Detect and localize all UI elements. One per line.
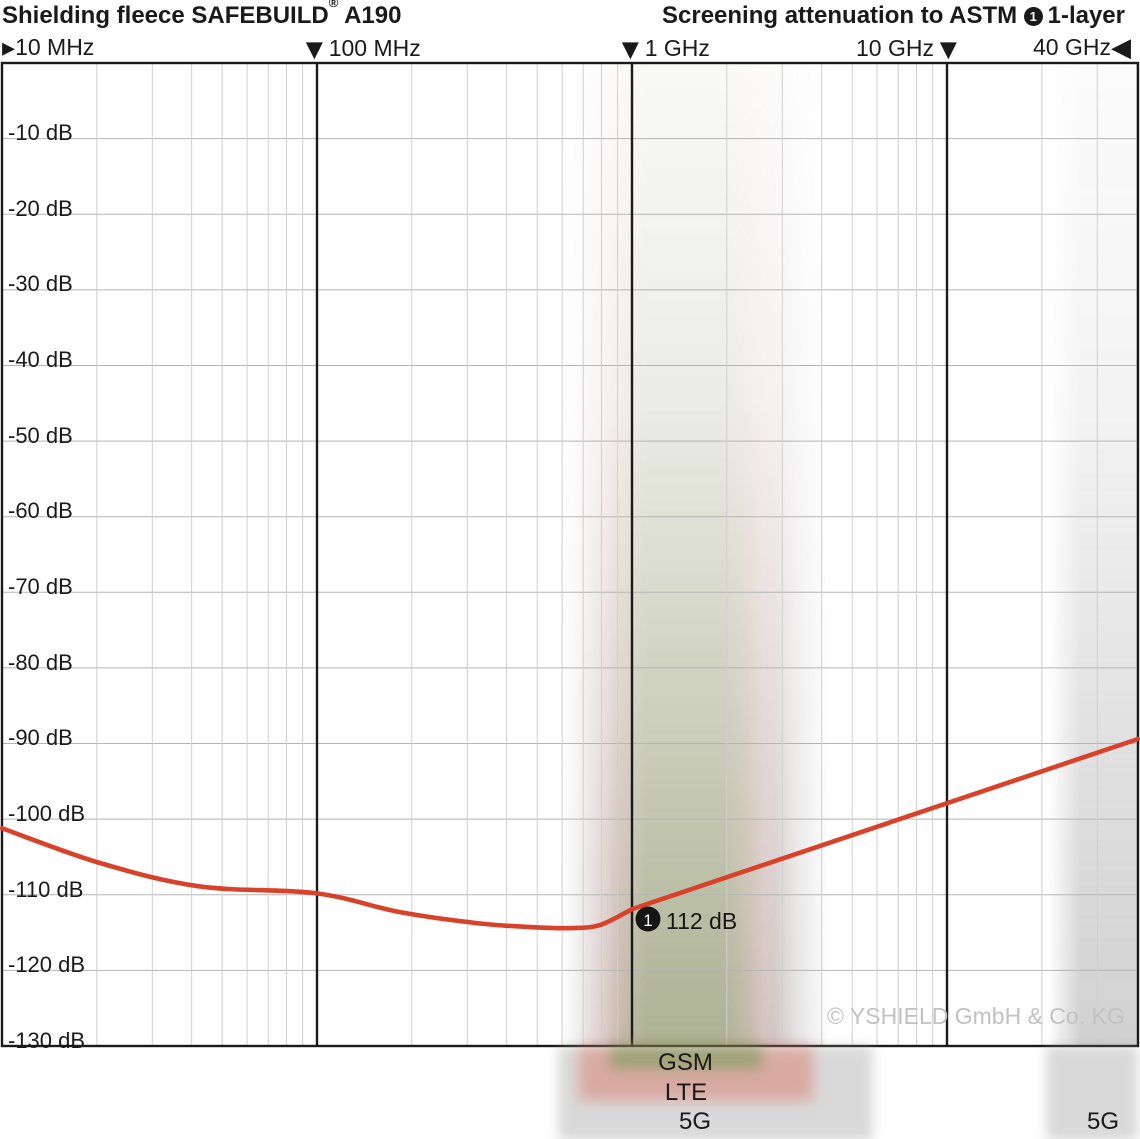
svg-text:© YSHIELD GmbH & Co. KG: © YSHIELD GmbH & Co. KG (827, 1003, 1125, 1029)
svg-text:1: 1 (643, 911, 652, 930)
svg-text:112 dB: 112 dB (666, 908, 737, 934)
